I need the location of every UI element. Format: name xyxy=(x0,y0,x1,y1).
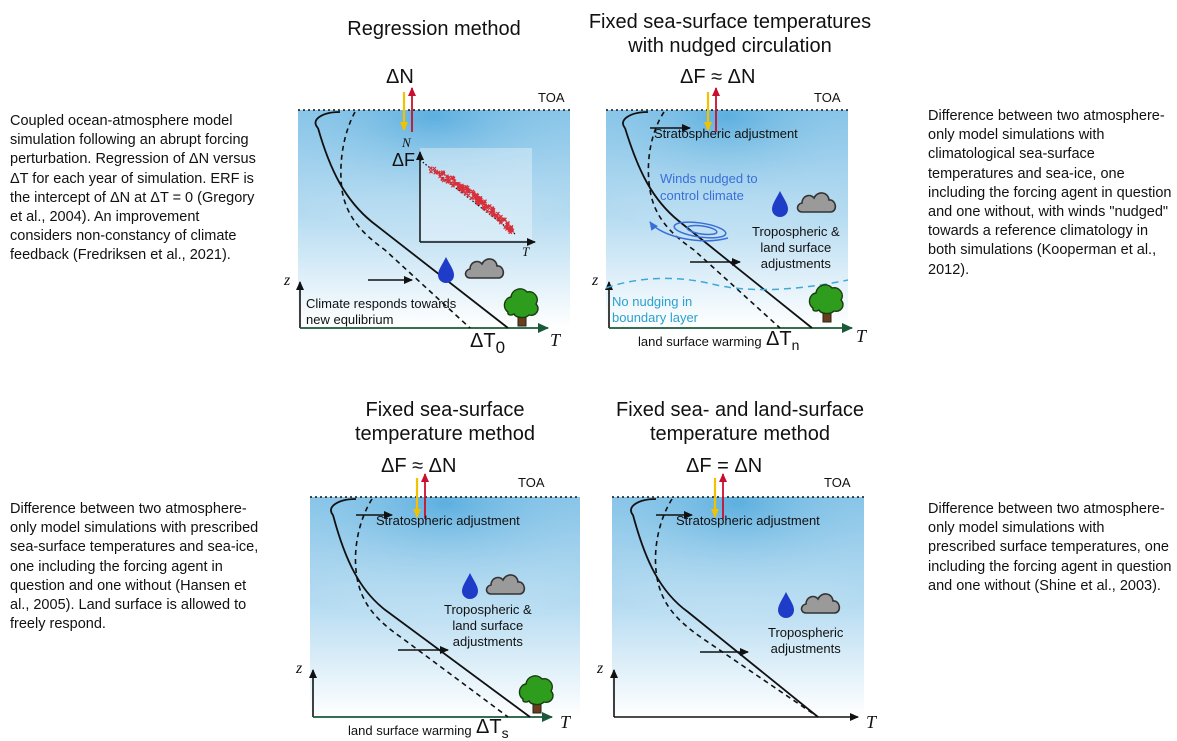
winds-nudged-label: Winds nudged to control climate xyxy=(660,171,758,203)
tropospheric-adjustments-label: Tropospheric adjustments xyxy=(768,625,844,656)
scatter-point xyxy=(428,166,433,171)
regression-description: Coupled ocean-atmosphere model simulatio… xyxy=(10,113,256,264)
fixed-land-title: Fixed sea- and land-surface temperature m… xyxy=(616,399,864,445)
strat-adjustment-label: Stratospheric adjustment xyxy=(676,513,820,528)
fixed-land-description: Difference between two atmosphere-only m… xyxy=(928,501,1172,594)
scatter-point xyxy=(502,217,507,222)
winds-swirl xyxy=(649,221,729,242)
delta-ts-label: ΔTs xyxy=(476,716,509,741)
tropospheric-adjustments-label: Tropospheric & land surface adjustments xyxy=(444,602,532,649)
scatter-point xyxy=(498,219,503,224)
scatter-point xyxy=(469,196,474,201)
scatter-point xyxy=(476,201,481,206)
fixed-land-equation: ΔF = ΔN xyxy=(686,455,763,477)
regression-equation: ΔN xyxy=(386,66,414,88)
z-axis-label: z xyxy=(592,272,599,289)
toa-label: TOA xyxy=(814,90,841,105)
scatter-point xyxy=(509,228,514,233)
t-axis-label: T xyxy=(856,326,867,346)
scatter-point xyxy=(482,206,487,211)
t-axis-label: T xyxy=(550,330,561,350)
scatter-point xyxy=(452,181,457,186)
scatter-point xyxy=(438,174,443,179)
boundary-layer-line xyxy=(605,277,849,291)
fixed-sst-panel xyxy=(309,473,580,722)
inset-x-label: T xyxy=(522,244,530,259)
climate-responds-note: Climate responds towards new equlibrium xyxy=(306,296,457,327)
toa-label: TOA xyxy=(518,475,545,490)
scatter-point xyxy=(446,179,451,184)
toa-label: TOA xyxy=(538,90,565,105)
scatter-point xyxy=(460,186,465,191)
no-nudging-label: No nudging in boundary layer xyxy=(612,294,698,325)
perturbed-profile xyxy=(354,498,509,718)
regression-scatter xyxy=(428,166,515,235)
inset-y-label: N xyxy=(402,135,411,150)
scatter-point xyxy=(450,175,455,180)
scatter-point xyxy=(441,171,446,176)
fixed-land-panel xyxy=(610,473,864,721)
scatter-point xyxy=(456,184,461,189)
scatter-point xyxy=(447,175,452,180)
scatter-point xyxy=(485,208,490,213)
delta-tn-label: ΔTn xyxy=(766,328,800,353)
z-axis-label: z xyxy=(296,660,303,677)
control-profile xyxy=(622,111,813,329)
nudged-description: Difference between two atmosphere-only m… xyxy=(928,108,1172,278)
scatter-point xyxy=(505,220,510,225)
scatter-point xyxy=(429,169,434,174)
scatter-point xyxy=(481,200,486,205)
scatter-point xyxy=(474,192,479,197)
scatter-point xyxy=(471,191,476,196)
nudged-panel xyxy=(605,87,853,333)
land-warming-label: land surface warming xyxy=(638,334,762,349)
z-axis-label: z xyxy=(597,660,604,677)
delta-t0-label: ΔT0 xyxy=(470,330,506,357)
scatter-point xyxy=(436,170,441,175)
regression-panel xyxy=(296,87,570,333)
perturbed-profile xyxy=(654,498,819,718)
fixed-sst-description: Difference between two atmosphere-only m… xyxy=(10,501,259,633)
scatter-point xyxy=(460,189,465,194)
t-axis-label: T xyxy=(560,712,571,732)
scatter-point xyxy=(464,186,469,191)
toa-label: TOA xyxy=(824,475,851,490)
scatter-point xyxy=(432,166,437,171)
tropospheric-adjustments-label: Tropospheric & land surface adjustments xyxy=(752,224,840,271)
scatter-point xyxy=(495,213,500,218)
scatter-point xyxy=(465,188,470,193)
fixed-sst-equation: ΔF ≈ ΔN xyxy=(381,455,457,477)
strat-adjustment-label: Stratospheric adjustment xyxy=(654,126,798,141)
scatter-point xyxy=(470,189,475,194)
z-axis-label: z xyxy=(284,272,291,289)
fixed-sst-title: Fixed sea-surface temperature method xyxy=(354,399,536,445)
nudged-equation: ΔF ≈ ΔN xyxy=(680,66,756,88)
scatter-point xyxy=(475,197,480,202)
regression-title: Regression method xyxy=(347,18,521,40)
scatter-point xyxy=(434,169,439,174)
scatter-point xyxy=(486,204,491,210)
perturbed-profile xyxy=(340,111,471,329)
strat-adjustment-label: Stratospheric adjustment xyxy=(376,513,520,528)
scatter-point xyxy=(491,207,496,212)
scatter-point xyxy=(488,210,493,215)
regression-fit-line xyxy=(419,159,516,235)
t-axis-label: T xyxy=(866,712,877,732)
inset-intercept-label: ΔF xyxy=(392,150,416,170)
land-warming-label: land surface warming xyxy=(348,723,472,738)
regression-inset xyxy=(416,148,536,246)
nudged-title: Fixed sea-surface temperatures with nudge… xyxy=(588,11,872,57)
